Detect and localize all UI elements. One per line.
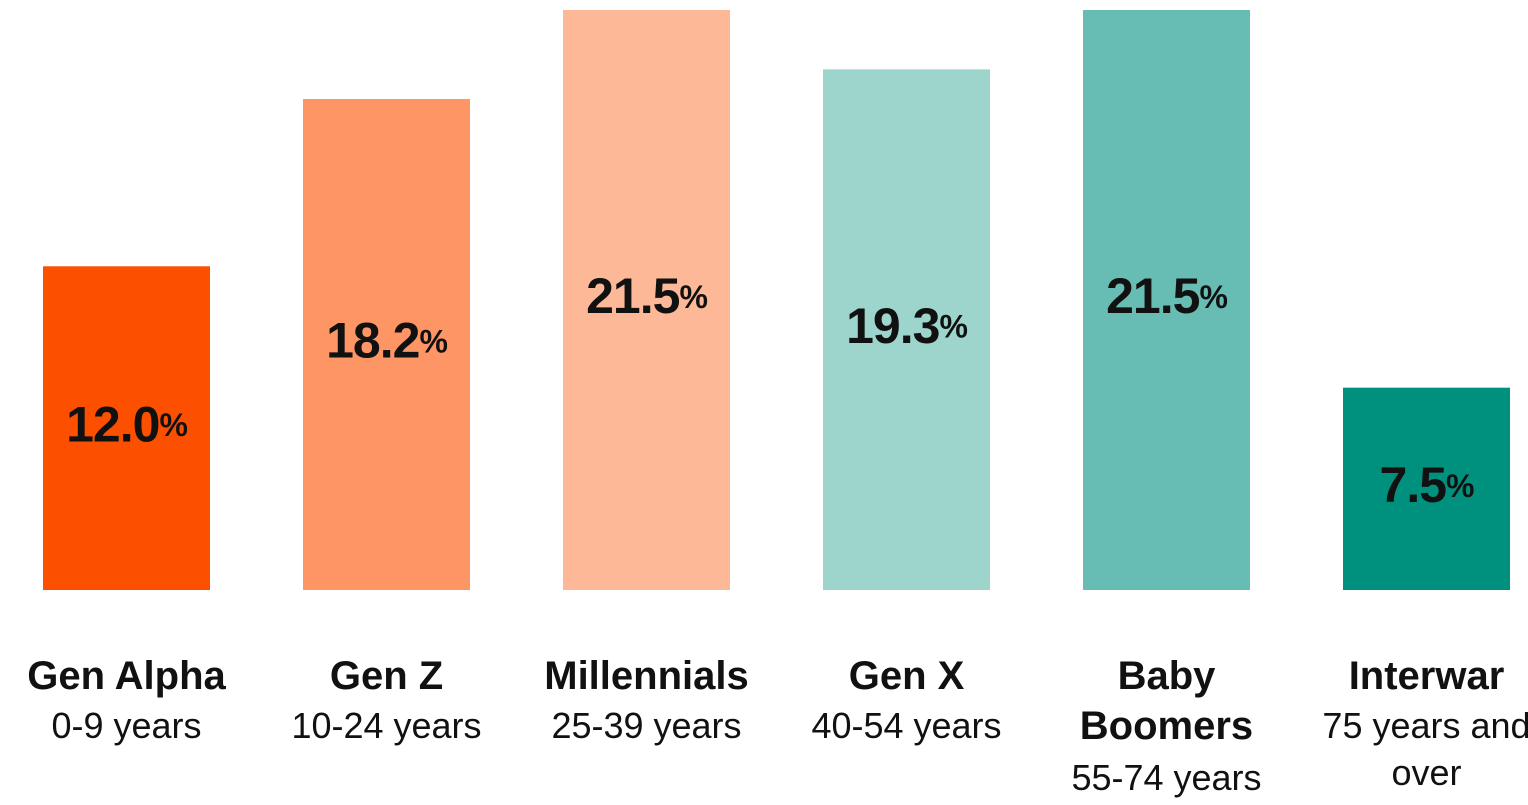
category-label: Baby Boomers (1080, 654, 1253, 748)
value-label: 18.2% (326, 313, 447, 369)
category-label: Gen Z (330, 654, 443, 698)
bar (823, 69, 990, 591)
age-range-label: 25-39 years (551, 705, 741, 746)
category-label: Gen X (849, 654, 965, 698)
age-range-label: 55-74 years (1071, 757, 1261, 798)
bar (563, 10, 730, 590)
age-range-label: 40-54 years (811, 705, 1001, 746)
bar (303, 99, 470, 590)
bar (43, 266, 210, 590)
category-label: Gen Alpha (27, 654, 226, 698)
category-label: Interwar (1349, 654, 1505, 698)
value-label: 7.5% (1380, 457, 1475, 513)
age-range-label: 75 years and over (1322, 705, 1528, 793)
age-range-label: 10-24 years (291, 705, 481, 746)
age-range-label: 0-9 years (51, 705, 201, 746)
category-label: Millennials (544, 654, 749, 698)
bar (1083, 10, 1250, 590)
bar (1343, 387, 1510, 590)
